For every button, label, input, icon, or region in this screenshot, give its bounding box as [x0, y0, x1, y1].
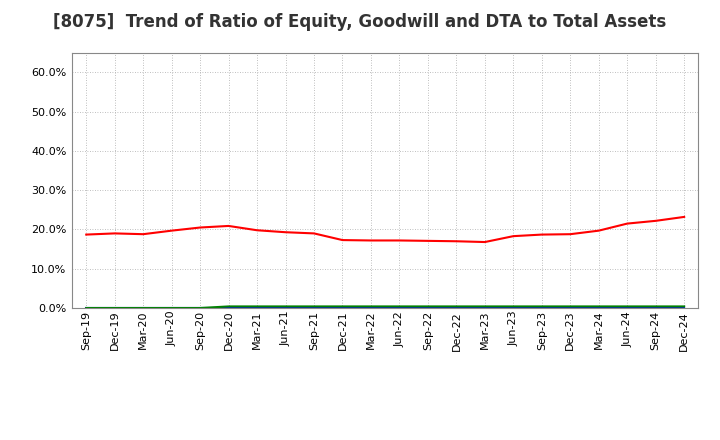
Deferred Tax Assets	[566, 304, 575, 309]
Equity	[452, 238, 461, 244]
Equity	[82, 232, 91, 237]
Goodwill	[139, 305, 148, 311]
Equity	[395, 238, 404, 243]
Goodwill	[196, 305, 204, 311]
Deferred Tax Assets	[509, 304, 518, 309]
Goodwill	[366, 305, 375, 311]
Deferred Tax Assets	[595, 304, 603, 309]
Goodwill	[509, 305, 518, 311]
Goodwill	[225, 305, 233, 311]
Goodwill	[167, 305, 176, 311]
Deferred Tax Assets	[452, 304, 461, 309]
Equity	[282, 230, 290, 235]
Equity	[110, 231, 119, 236]
Goodwill	[480, 305, 489, 311]
Deferred Tax Assets	[139, 305, 148, 311]
Deferred Tax Assets	[196, 305, 204, 311]
Deferred Tax Assets	[310, 304, 318, 309]
Line: Equity: Equity	[86, 217, 684, 242]
Deferred Tax Assets	[282, 304, 290, 309]
Equity	[480, 239, 489, 245]
Goodwill	[253, 305, 261, 311]
Deferred Tax Assets	[680, 304, 688, 309]
Equity	[537, 232, 546, 237]
Goodwill	[623, 305, 631, 311]
Equity	[338, 238, 347, 243]
Deferred Tax Assets	[537, 304, 546, 309]
Equity	[423, 238, 432, 243]
Goodwill	[652, 305, 660, 311]
Deferred Tax Assets	[480, 304, 489, 309]
Equity	[366, 238, 375, 243]
Deferred Tax Assets	[167, 305, 176, 311]
Goodwill	[566, 305, 575, 311]
Equity	[225, 224, 233, 229]
Goodwill	[338, 305, 347, 311]
Equity	[167, 228, 176, 233]
Equity	[680, 214, 688, 220]
Equity	[623, 221, 631, 226]
Goodwill	[423, 305, 432, 311]
Equity	[509, 234, 518, 239]
Goodwill	[595, 305, 603, 311]
Goodwill	[82, 305, 91, 311]
Deferred Tax Assets	[110, 305, 119, 311]
Text: [8075]  Trend of Ratio of Equity, Goodwill and DTA to Total Assets: [8075] Trend of Ratio of Equity, Goodwil…	[53, 13, 667, 31]
Line: Deferred Tax Assets: Deferred Tax Assets	[86, 306, 684, 308]
Deferred Tax Assets	[366, 304, 375, 309]
Deferred Tax Assets	[623, 304, 631, 309]
Deferred Tax Assets	[338, 304, 347, 309]
Equity	[139, 231, 148, 237]
Deferred Tax Assets	[652, 304, 660, 309]
Equity	[196, 225, 204, 230]
Goodwill	[395, 305, 404, 311]
Deferred Tax Assets	[395, 304, 404, 309]
Equity	[595, 228, 603, 233]
Deferred Tax Assets	[225, 304, 233, 309]
Equity	[566, 231, 575, 237]
Goodwill	[537, 305, 546, 311]
Goodwill	[310, 305, 318, 311]
Equity	[310, 231, 318, 236]
Goodwill	[282, 305, 290, 311]
Goodwill	[452, 305, 461, 311]
Equity	[253, 227, 261, 233]
Deferred Tax Assets	[423, 304, 432, 309]
Equity	[652, 218, 660, 224]
Goodwill	[110, 305, 119, 311]
Goodwill	[680, 305, 688, 311]
Deferred Tax Assets	[253, 304, 261, 309]
Deferred Tax Assets	[82, 305, 91, 311]
